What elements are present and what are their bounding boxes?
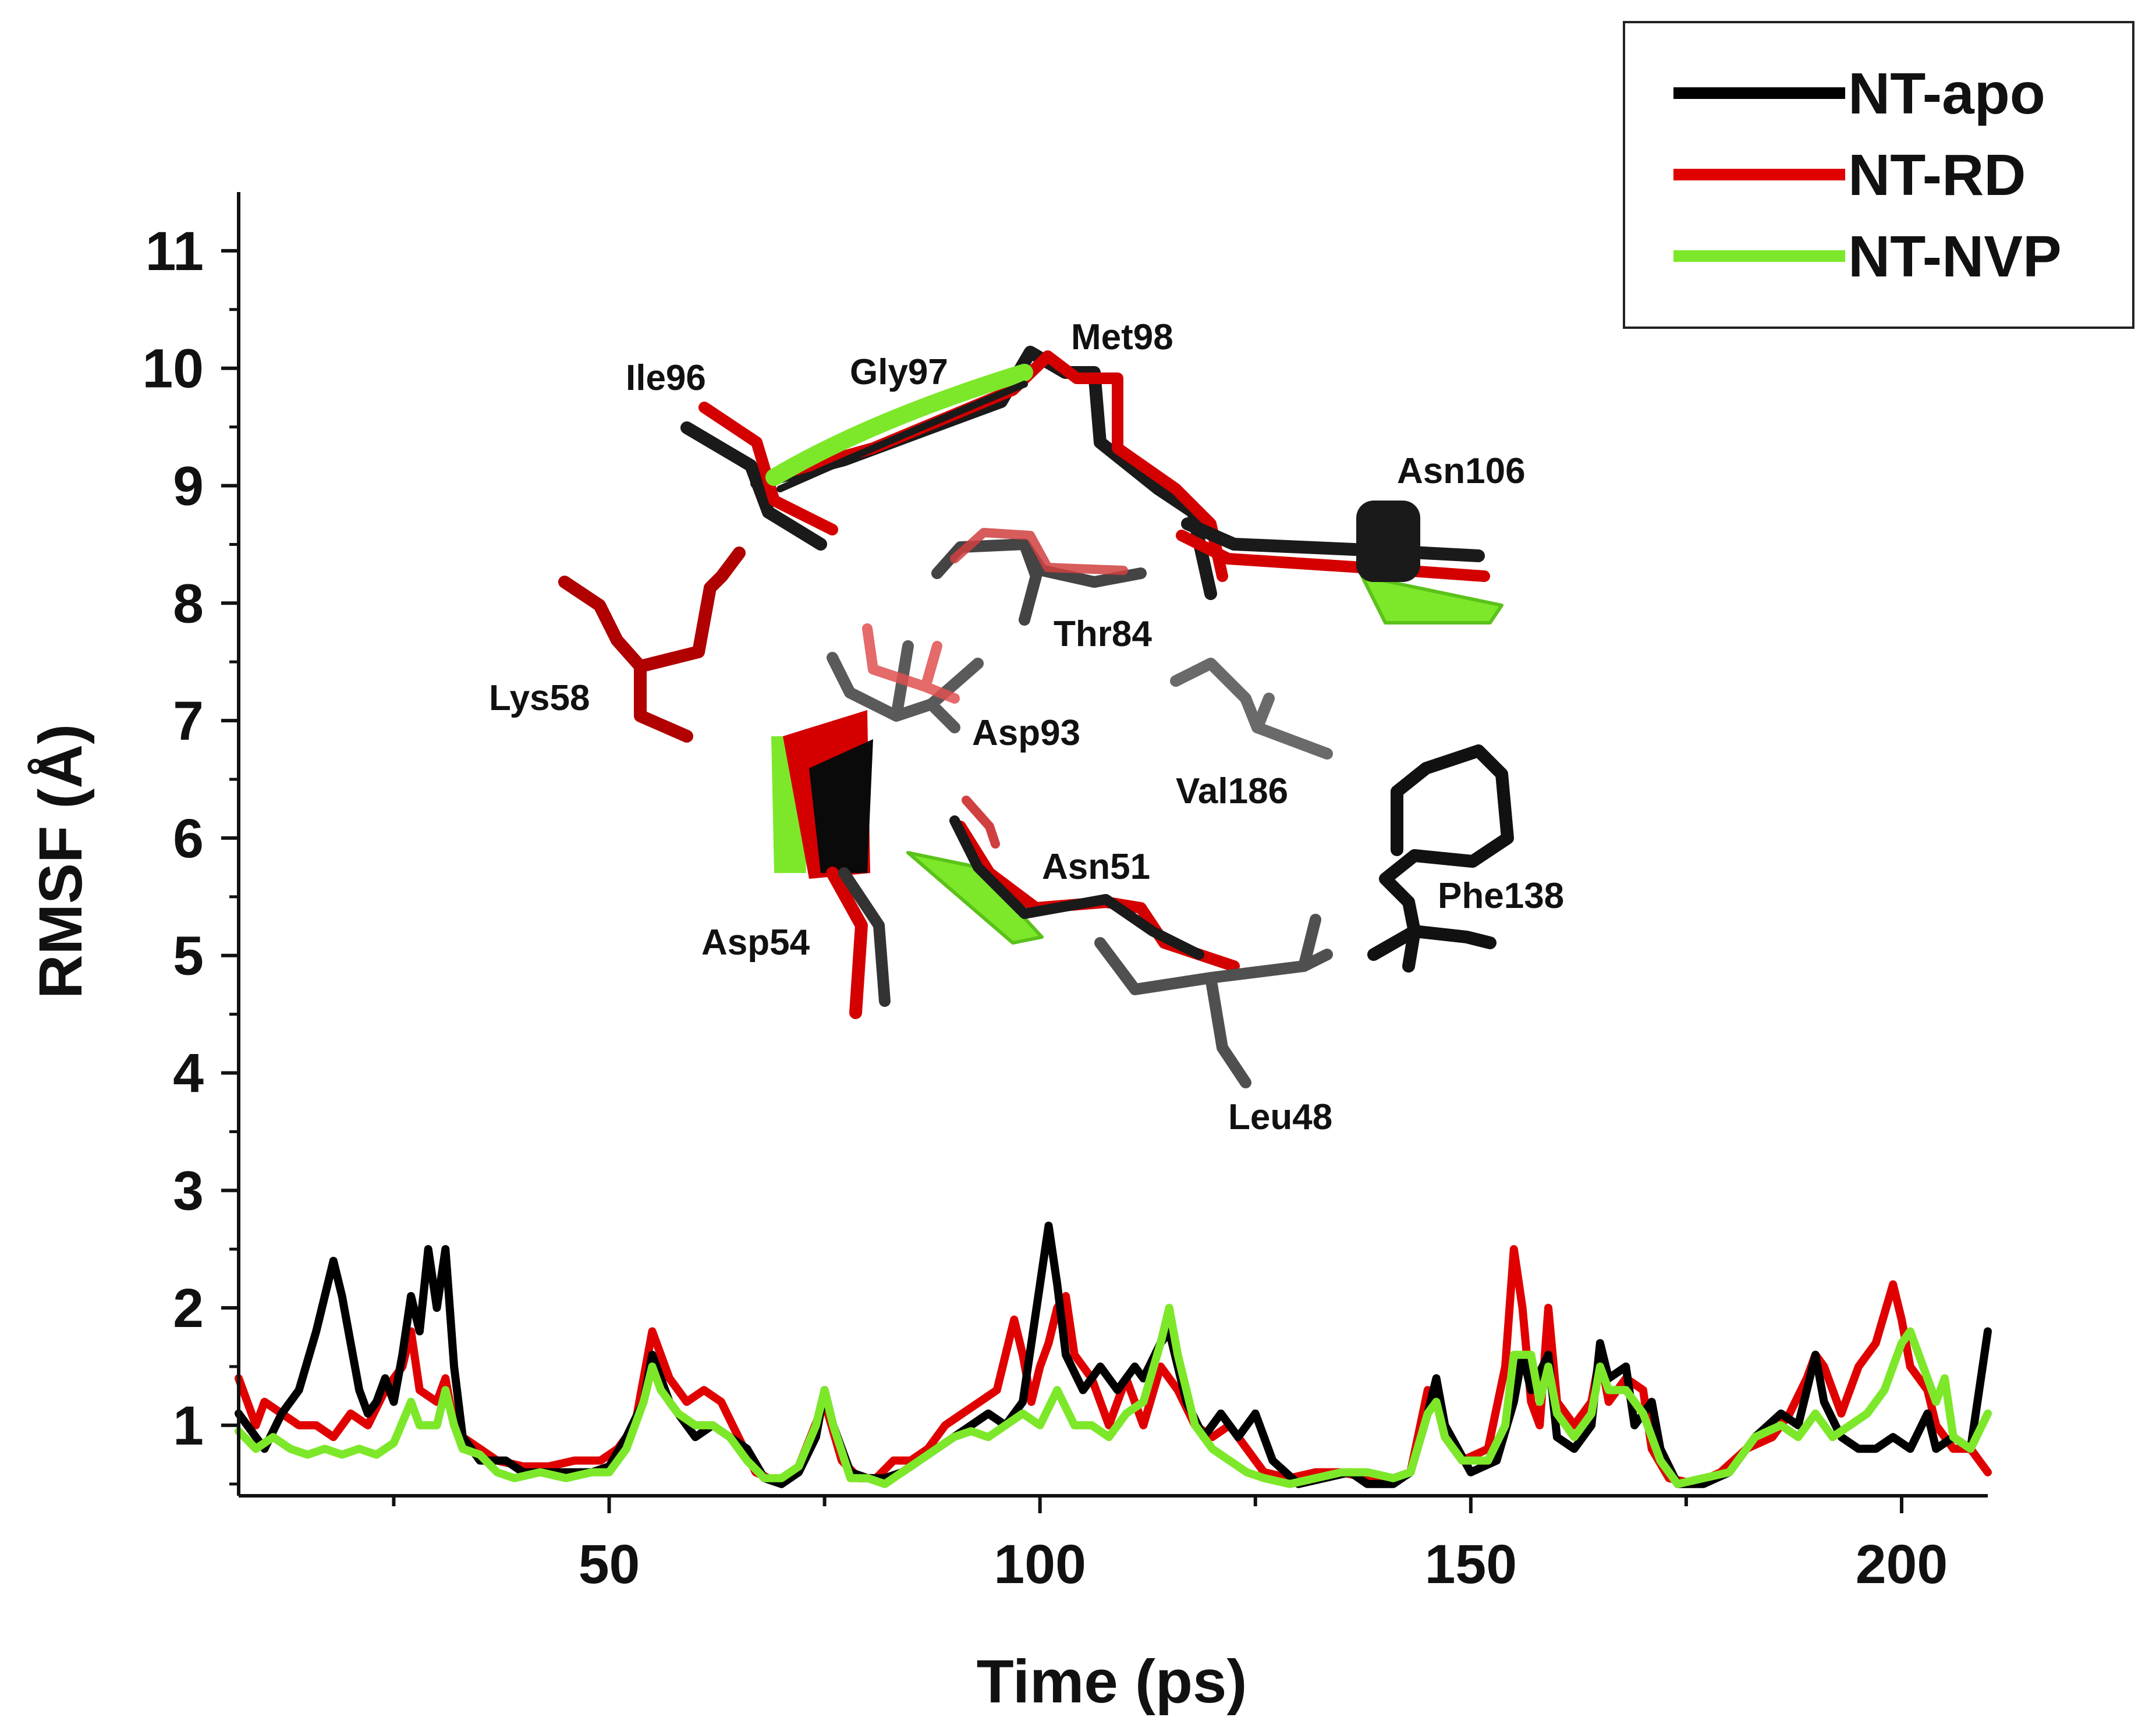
- legend-label-nt-rd: NT-RD: [1848, 143, 2026, 208]
- y-tick-label: 4: [173, 1043, 204, 1105]
- asn106-strand-rd: [1176, 530, 1490, 582]
- residue-label-met98: Met98: [1071, 317, 1173, 357]
- leu48-sidechain: [1094, 914, 1333, 1088]
- series-line-nt-nvp: [235, 1304, 1992, 1488]
- residue-label-val186: Val186: [1176, 771, 1288, 811]
- series-line-nt-apo: [235, 1221, 1992, 1488]
- x-tick-label: 200: [1856, 1534, 1948, 1595]
- thr84-sidechain-rd: [950, 528, 1128, 575]
- y-tick-label: 7: [173, 690, 204, 752]
- series-layer: [235, 1221, 1992, 1488]
- residue-label-gly97: Gly97: [850, 352, 948, 392]
- asn106-helix-apo: [1356, 501, 1420, 582]
- y-ticks: 1 2 3 4 5 6 7 8 9 10 11: [142, 221, 239, 1486]
- x-tick-label: 50: [579, 1534, 640, 1595]
- y-tick-label: 10: [142, 338, 204, 400]
- y-tick-label: 9: [173, 456, 204, 517]
- legend: NT-apo NT-RD NT-NVP: [1623, 21, 2134, 329]
- residue-label-asn51: Asn51: [1042, 847, 1150, 887]
- lys58-sidechain: [558, 547, 746, 743]
- val186-sidechain: [1170, 658, 1333, 760]
- legend-label-nt-nvp: NT-NVP: [1848, 224, 2062, 289]
- asn51-ribbon-nvp: [906, 851, 1044, 945]
- asp54-sidechain-rd: [826, 867, 868, 1019]
- asp54-sidechain-apo: [838, 867, 891, 1007]
- axes: 1 2 3 4 5 6 7 8 9 10 11 50 100 150 200: [142, 192, 1988, 1595]
- residue-label-ile96: Ile96: [626, 358, 706, 398]
- y-axis-title: RMSF (Å): [27, 724, 95, 999]
- residue-label-phe138: Phe138: [1438, 876, 1564, 916]
- x-ticks: 50 100 150 200: [392, 1496, 1948, 1595]
- legend-label-nt-apo: NT-apo: [1848, 61, 2045, 126]
- residue-label-asn106: Asn106: [1397, 451, 1526, 491]
- residue-label-lys58: Lys58: [489, 678, 590, 718]
- asn51-sidechain: [962, 796, 1000, 849]
- ribbon-highlight-apo: [776, 381, 1028, 492]
- y-tick-label: 11: [146, 221, 204, 282]
- y-tick-label: 8: [173, 573, 204, 634]
- x-tick-label: 150: [1425, 1534, 1517, 1595]
- asp54-ribbon-apo: [809, 739, 873, 873]
- x-tick-label: 100: [994, 1534, 1086, 1595]
- y-tick-label: 3: [173, 1160, 204, 1222]
- residue-labels: Ile96 Gly97 Met98 Asn106 Lys58 Thr84 Asp…: [489, 317, 1564, 1137]
- y-tick-label: 2: [173, 1278, 204, 1339]
- backbone-ribbon-nvp: [765, 364, 1033, 486]
- series-line-nt-rd: [235, 1245, 1992, 1488]
- x-axis-title: Time (ps): [977, 1648, 1247, 1716]
- phe138-sidechain: [1367, 744, 1514, 973]
- residue-label-thr84: Thr84: [1054, 614, 1152, 654]
- residue-label-asp93: Asp93: [972, 713, 1080, 753]
- asn106-strand-apo: [1181, 517, 1485, 562]
- asp93-sidechain-rd: [862, 623, 960, 704]
- y-tick-label: 1: [173, 1395, 204, 1457]
- y-tick-label: 5: [173, 925, 204, 987]
- residue-label-leu48: Leu48: [1228, 1097, 1332, 1137]
- residue-label-asp54: Asp54: [701, 922, 810, 963]
- asn51-strand-apo: [949, 815, 1204, 960]
- y-tick-label: 6: [173, 808, 204, 870]
- asn106-ribbon-nvp: [1360, 574, 1503, 625]
- binding-site-structure-illustration: [558, 346, 1514, 1088]
